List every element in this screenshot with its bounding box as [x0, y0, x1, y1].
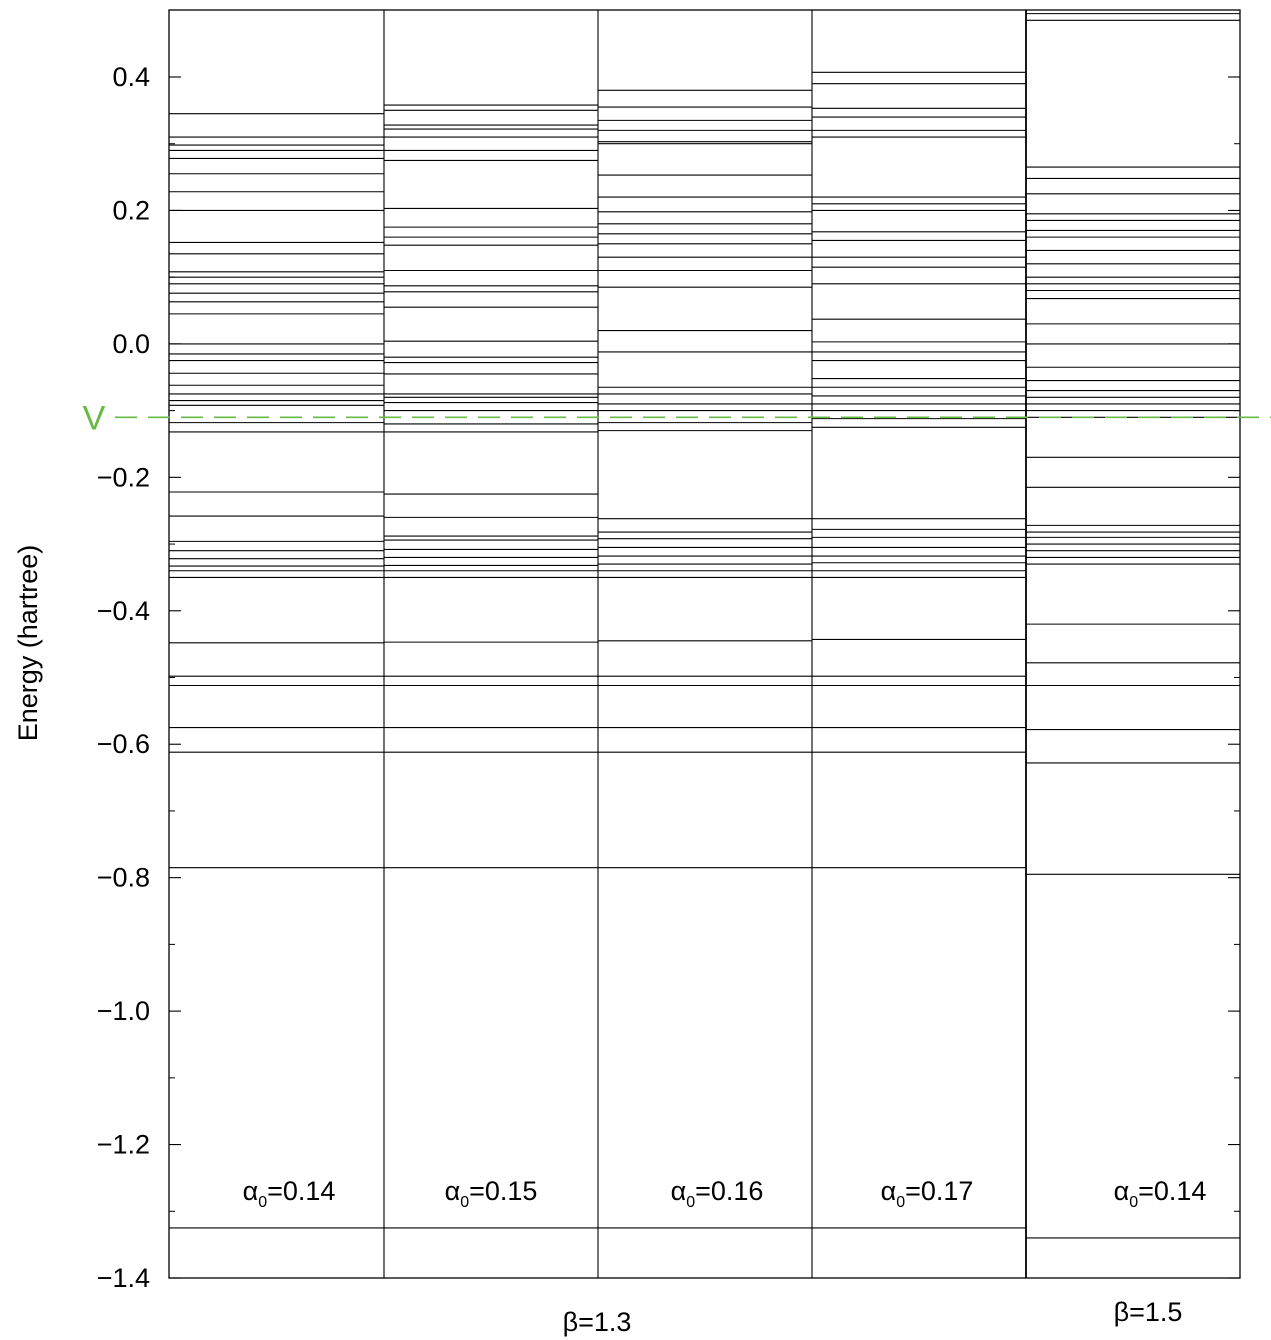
- column-label-subscript: 0: [686, 1194, 695, 1211]
- column-label-symbol: α: [881, 1176, 897, 1206]
- y-tick-label: −0.2: [97, 462, 150, 492]
- column-label: α0=0.15: [445, 1176, 538, 1211]
- column-label-value: =0.14: [1138, 1176, 1206, 1206]
- plot-frame: [168, 9, 1241, 1279]
- y-tick-label: 0.2: [112, 195, 150, 225]
- group-label: β=1.5: [1114, 1297, 1183, 1327]
- column-label-symbol: α: [671, 1176, 687, 1206]
- y-tick-label: −1.0: [97, 996, 150, 1026]
- y-axis-title: Energy (hartree): [13, 545, 43, 742]
- column-label: α0=0.14: [243, 1176, 336, 1211]
- column-label: α0=0.17: [881, 1176, 974, 1211]
- column-label-subscript: 0: [460, 1194, 469, 1211]
- group-label: β=1.3: [563, 1307, 632, 1337]
- y-tick-label: 0.0: [112, 329, 150, 359]
- y-tick-label: −0.4: [97, 596, 150, 626]
- y-axis-ticks: 0.4 0.2 0.0 −0.2 −0.4 −0.6 −0.8 −1.0 −1.2 −1.4: [97, 62, 1240, 1293]
- y-tick-label: −1.4: [97, 1263, 150, 1293]
- column-label-value: =0.15: [469, 1176, 537, 1206]
- column-label-subscript: 0: [258, 1194, 267, 1211]
- energy-levels: [169, 13, 1240, 1239]
- column-label-value: =0.14: [267, 1176, 335, 1206]
- column-label-symbol: α: [1114, 1176, 1130, 1206]
- reference-line-label: V: [83, 399, 106, 437]
- plot-border: [168, 9, 1241, 1279]
- y-tick-label: −1.2: [97, 1130, 150, 1160]
- column-label-symbol: α: [243, 1176, 259, 1206]
- y-tick-label: 0.4: [112, 62, 150, 92]
- y-tick-label: −0.8: [97, 863, 150, 893]
- column-3-levels: [598, 89, 812, 1229]
- column-label-value: =0.16: [695, 1176, 763, 1206]
- column-labels: α0=0.14 α0=0.15 α0=0.16 α0=0.17 α0=0.14β=1.3…: [243, 1176, 1207, 1337]
- column-1-levels: [169, 113, 384, 1229]
- y-tick-label: −0.6: [97, 729, 150, 759]
- reference-line-group: V: [83, 399, 1271, 437]
- column-5-levels: [1026, 13, 1240, 1239]
- column-label: α0=0.16: [671, 1176, 764, 1211]
- column-label-subscript: 0: [1129, 1194, 1138, 1211]
- column-4-levels: [812, 71, 1026, 1229]
- column-label-symbol: α: [445, 1176, 461, 1206]
- column-label-subscript: 0: [896, 1194, 905, 1211]
- column-label-value: =0.17: [905, 1176, 973, 1206]
- column-2-levels: [384, 104, 598, 1229]
- column-label: α0=0.14: [1114, 1176, 1207, 1211]
